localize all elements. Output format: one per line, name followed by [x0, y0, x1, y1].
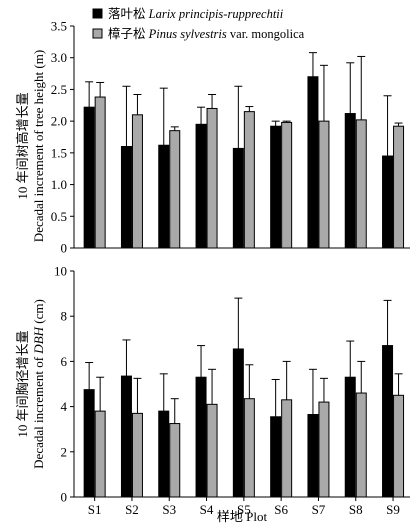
y-tick-label: 0: [61, 490, 68, 505]
bar-larix-s2: [120, 146, 132, 249]
bar-larix-s1: [83, 389, 95, 498]
bar-larix-s4: [195, 123, 207, 249]
bar-larix-s5: [232, 348, 244, 498]
bar-larix-s9: [382, 155, 394, 249]
x-tick-label: S3: [162, 502, 176, 517]
x-axis-title: 样地 Plot: [217, 509, 268, 524]
bar-larix-s7: [307, 414, 319, 498]
x-tick-label: S4: [200, 502, 214, 517]
x-tick-label: S6: [274, 502, 288, 517]
legend-label-larix: 落叶松 Larix principis-rupprechtii: [108, 7, 284, 21]
bar-pinus-s4: [206, 107, 218, 249]
svg-text:10 年间胸径增长量: 10 年间胸径增长量: [15, 330, 30, 437]
dbh-panel: 0 2 4 6 8 10 S1 S2 S3 S4 S5 S6 S7 S8 S9: [54, 264, 410, 517]
bar-pinus-s3: [169, 130, 181, 249]
bar-larix-s8: [344, 376, 356, 498]
svg-text:10 年间树高增长量: 10 年间树高增长量: [15, 92, 30, 199]
bar-larix-s5: [232, 147, 244, 249]
y-tick-label: 0.5: [51, 209, 67, 224]
y-axis-title-top: 10 年间树高增长量 Decadal increment of tree hei…: [15, 50, 46, 242]
bar-pinus-s8: [355, 392, 367, 498]
x-tick-label: S8: [349, 502, 363, 517]
bar-larix-s9: [382, 345, 394, 498]
y-tick-label: 1.5: [51, 145, 67, 160]
bar-pinus-s2: [131, 412, 143, 498]
x-tick-label: S7: [312, 502, 326, 517]
y-tick-label: 3.0: [51, 50, 67, 65]
svg-text:Decadal increment of tree heig: Decadal increment of tree height (m): [31, 50, 46, 242]
bar-pinus-s1: [94, 96, 106, 249]
bar-larix-s1: [83, 106, 95, 249]
y-tick-label: 8: [61, 309, 68, 324]
legend-swatch-pinus: [92, 28, 103, 39]
bar-larix-s3: [158, 144, 170, 249]
bar-pinus-s5: [243, 111, 255, 249]
bar-larix-s4: [195, 376, 207, 498]
tree-height-panel: 0 0.5 1.0 1.5 2.0 2.5 3.0 3.5: [51, 19, 410, 256]
bar-larix-s7: [307, 76, 319, 249]
y-tick-label: 2.5: [51, 82, 67, 97]
y-tick-label: 2: [61, 444, 68, 459]
x-tick-label: S5: [237, 502, 251, 517]
y-tick-label: 2.0: [51, 114, 67, 129]
svg-text:Decadal increment of DBH (cm): Decadal increment of DBH (cm): [31, 299, 46, 469]
bar-pinus-s4: [206, 403, 218, 498]
bar-larix-s6: [270, 416, 282, 498]
x-tick-label: S1: [88, 502, 102, 517]
y-tick-label: 6: [61, 354, 68, 369]
legend: 落叶松 Larix principis-rupprechtii 樟子松 Pinu…: [92, 7, 305, 41]
y-axis-title-bottom: 10 年间胸径增长量 Decadal increment of DBH (cm): [15, 299, 46, 469]
legend-swatch-larix: [92, 8, 103, 19]
y-tick-label: 3.5: [51, 19, 67, 34]
x-tick-label: S9: [386, 502, 400, 517]
bar-larix-s8: [344, 113, 356, 249]
y-tick-label: 4: [61, 399, 68, 414]
x-tick-label: S2: [125, 502, 139, 517]
bar-pinus-s6: [281, 121, 293, 249]
bar-pinus-s1: [94, 410, 106, 498]
bar-pinus-s3: [169, 423, 181, 498]
legend-label-pinus: 樟子松 Pinus sylvestris var. mongolica: [108, 26, 305, 41]
bar-pinus-s9: [393, 125, 405, 249]
bar-pinus-s7: [318, 120, 330, 249]
bar-larix-s2: [120, 375, 132, 498]
bar-pinus-s7: [318, 401, 330, 498]
bar-pinus-s5: [243, 398, 255, 498]
bar-larix-s6: [270, 125, 282, 249]
y-tick-label: 10: [54, 264, 67, 279]
bar-larix-s3: [158, 410, 170, 498]
bar-pinus-s8: [355, 119, 367, 249]
y-tick-label: 0: [61, 241, 68, 256]
bar-pinus-s2: [131, 114, 143, 249]
y-tick-label: 1.0: [51, 177, 67, 192]
bar-pinus-s9: [393, 394, 405, 498]
bar-pinus-s6: [281, 399, 293, 498]
